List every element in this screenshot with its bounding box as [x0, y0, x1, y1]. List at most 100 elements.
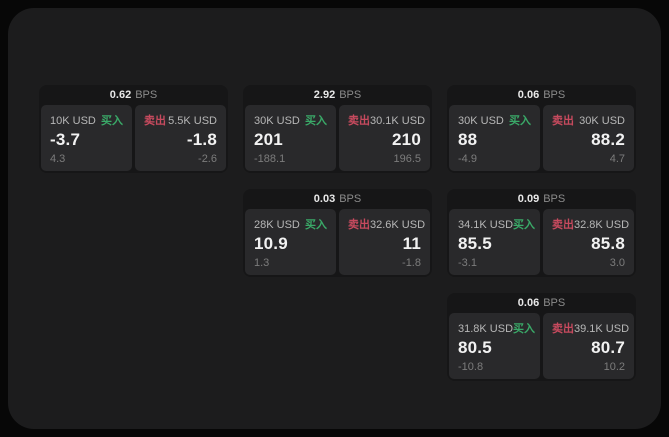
buy-tag-label: 买入: [513, 219, 536, 231]
quote-card: 0.09 BPS 34.1K USD 买入 85.5 -3.1 卖出 32.8K…: [447, 189, 636, 277]
sell-quote-panel[interactable]: 卖出 30K USD 88.2 4.7: [543, 105, 634, 171]
buy-price: 10.9: [254, 234, 288, 254]
sell-price: 85.8: [591, 234, 625, 254]
sell-tag-label: 卖出: [348, 219, 370, 231]
sell-price: 80.7: [591, 338, 625, 358]
buy-tag-label: 买入: [305, 219, 327, 231]
sell-amount-label: 30K USD: [579, 115, 625, 127]
buy-sub-value: -3.1: [458, 257, 477, 269]
buy-quote-panel[interactable]: 10K USD 买入 -3.7 4.3: [41, 105, 132, 171]
bps-value: 2.92: [313, 89, 336, 101]
quote-card-grid: 0.62 BPS 10K USD 买入 -3.7 4.3 卖出 5.5K USD: [39, 85, 636, 381]
buy-price: 85.5: [458, 234, 492, 254]
buy-sub-value: -10.8: [458, 361, 484, 373]
bps-header: 0.03 BPS: [243, 189, 432, 208]
sell-amount-label: 39.1K USD: [574, 323, 630, 335]
quote-card: 0.62 BPS 10K USD 买入 -3.7 4.3 卖出 5.5K USD: [39, 85, 228, 173]
buy-amount-label: 10K USD: [50, 115, 96, 127]
bps-header: 2.92 BPS: [243, 85, 432, 104]
quote-panels: 30K USD 买入 201 -188.1 卖出 30.1K USD 210 1…: [243, 104, 432, 173]
buy-sub-value: 1.3: [254, 257, 270, 269]
sell-sub-value: 196.5: [393, 153, 421, 165]
quote-card: 2.92 BPS 30K USD 买入 201 -188.1 卖出 30.1K …: [243, 85, 432, 173]
sell-sub-value: -1.8: [402, 257, 421, 269]
bps-unit-label: BPS: [339, 193, 362, 205]
buy-quote-panel[interactable]: 30K USD 买入 88 -4.9: [449, 105, 540, 171]
sell-tag-label: 卖出: [552, 219, 574, 231]
buy-panel-top: 10K USD 买入: [50, 112, 123, 128]
sell-sub-value: 10.2: [603, 361, 625, 373]
sell-price: -1.8: [186, 130, 217, 150]
buy-price: 201: [254, 130, 283, 150]
sell-price: 210: [392, 130, 421, 150]
buy-tag-label: 买入: [509, 115, 531, 127]
buy-quote-panel[interactable]: 34.1K USD 买入 85.5 -3.1: [449, 209, 540, 275]
sell-panel-top: 卖出 39.1K USD: [552, 320, 629, 336]
buy-price: 88: [458, 130, 478, 150]
bps-value: 0.09: [517, 193, 540, 205]
buy-price: -3.7: [50, 130, 81, 150]
bps-unit-label: BPS: [543, 89, 566, 101]
buy-quote-panel[interactable]: 30K USD 买入 201 -188.1: [245, 105, 336, 171]
buy-amount-label: 30K USD: [254, 115, 300, 127]
sell-sub-value: -2.6: [198, 153, 217, 165]
sell-panel-top: 卖出 5.5K USD: [144, 112, 217, 128]
buy-amount-label: 30K USD: [458, 115, 504, 127]
quote-panels: 31.8K USD 买入 80.5 -10.8 卖出 39.1K USD 80.…: [447, 312, 636, 381]
buy-panel-top: 31.8K USD 买入: [458, 320, 535, 336]
buy-sub-value: -188.1: [254, 153, 286, 165]
buy-amount-label: 34.1K USD: [458, 219, 514, 231]
bps-value: 0.06: [517, 297, 540, 309]
sell-tag-label: 卖出: [348, 115, 370, 127]
sell-tag-label: 卖出: [144, 115, 166, 127]
buy-tag-label: 买入: [513, 323, 536, 335]
sell-price: 88.2: [591, 130, 625, 150]
sell-quote-panel[interactable]: 卖出 5.5K USD -1.8 -2.6: [135, 105, 226, 171]
bps-unit-label: BPS: [543, 297, 566, 309]
bps-header: 0.06 BPS: [447, 85, 636, 104]
buy-amount-label: 31.8K USD: [458, 323, 514, 335]
bps-unit-label: BPS: [135, 89, 158, 101]
sell-panel-top: 卖出 30.1K USD: [348, 112, 425, 128]
bps-unit-label: BPS: [543, 193, 566, 205]
sell-amount-label: 32.8K USD: [574, 219, 630, 231]
sell-quote-panel[interactable]: 卖出 32.6K USD 11 -1.8: [339, 209, 430, 275]
buy-sub-value: -4.9: [458, 153, 477, 165]
sell-panel-top: 卖出 32.6K USD: [348, 216, 425, 232]
sell-amount-label: 5.5K USD: [168, 115, 217, 127]
sell-amount-label: 32.6K USD: [370, 219, 426, 231]
sell-price: 11: [402, 234, 421, 254]
quote-board-canvas: 0.62 BPS 10K USD 买入 -3.7 4.3 卖出 5.5K USD: [8, 8, 661, 429]
sell-quote-panel[interactable]: 卖出 30.1K USD 210 196.5: [339, 105, 430, 171]
buy-price: 80.5: [458, 338, 492, 358]
bps-header: 0.06 BPS: [447, 293, 636, 312]
quote-panels: 34.1K USD 买入 85.5 -3.1 卖出 32.8K USD 85.8…: [447, 208, 636, 277]
buy-quote-panel[interactable]: 31.8K USD 买入 80.5 -10.8: [449, 313, 540, 379]
sell-panel-top: 卖出 30K USD: [552, 112, 625, 128]
buy-panel-top: 28K USD 买入: [254, 216, 327, 232]
quote-card: 0.03 BPS 28K USD 买入 10.9 1.3 卖出 32.6K US…: [243, 189, 432, 277]
bps-unit-label: BPS: [339, 89, 362, 101]
sell-quote-panel[interactable]: 卖出 39.1K USD 80.7 10.2: [543, 313, 634, 379]
buy-panel-top: 34.1K USD 买入: [458, 216, 535, 232]
sell-tag-label: 卖出: [552, 323, 574, 335]
buy-quote-panel[interactable]: 28K USD 买入 10.9 1.3: [245, 209, 336, 275]
quote-card: 0.06 BPS 30K USD 买入 88 -4.9 卖出 30K USD: [447, 85, 636, 173]
sell-quote-panel[interactable]: 卖出 32.8K USD 85.8 3.0: [543, 209, 634, 275]
sell-sub-value: 4.7: [609, 153, 625, 165]
buy-amount-label: 28K USD: [254, 219, 300, 231]
bps-value: 0.62: [109, 89, 132, 101]
buy-tag-label: 买入: [305, 115, 327, 127]
buy-tag-label: 买入: [101, 115, 123, 127]
buy-panel-top: 30K USD 买入: [254, 112, 327, 128]
quote-panels: 28K USD 买入 10.9 1.3 卖出 32.6K USD 11 -1.8: [243, 208, 432, 277]
buy-panel-top: 30K USD 买入: [458, 112, 531, 128]
bps-header: 0.09 BPS: [447, 189, 636, 208]
buy-sub-value: 4.3: [50, 153, 66, 165]
bps-header: 0.62 BPS: [39, 85, 228, 104]
bps-value: 0.03: [313, 193, 336, 205]
sell-tag-label: 卖出: [552, 115, 574, 127]
quote-panels: 10K USD 买入 -3.7 4.3 卖出 5.5K USD -1.8 -2.…: [39, 104, 228, 173]
sell-sub-value: 3.0: [609, 257, 625, 269]
sell-panel-top: 卖出 32.8K USD: [552, 216, 629, 232]
